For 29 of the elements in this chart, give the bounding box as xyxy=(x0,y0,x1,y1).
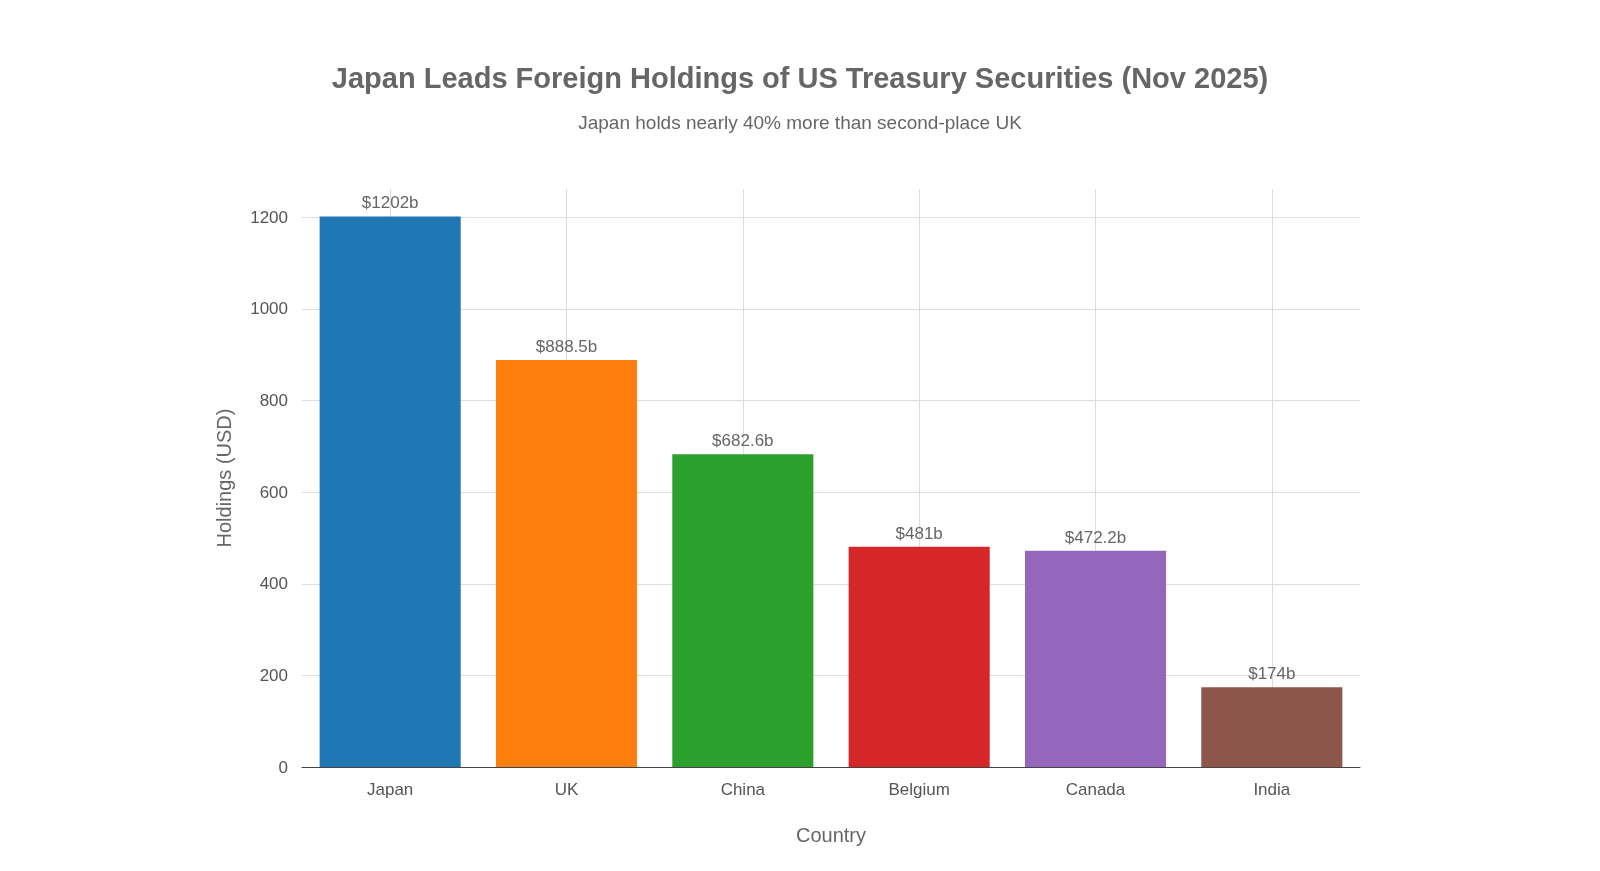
x-tick-label: India xyxy=(1253,780,1291,799)
y-tick-label: 0 xyxy=(278,757,288,777)
chart-subtitle: Japan holds nearly 40% more than second-place UK xyxy=(578,112,1023,133)
y-tick-label: 1200 xyxy=(250,207,288,227)
y-tick-label: 1000 xyxy=(250,299,288,319)
y-tick-label: 400 xyxy=(259,574,288,594)
bar xyxy=(1201,687,1343,767)
bar xyxy=(319,216,461,767)
chart-title: Japan Leads Foreign Holdings of US Treasury Securities (Nov 2025) xyxy=(331,61,1269,94)
data-label: $481b xyxy=(895,523,943,543)
x-tick-label: Japan xyxy=(367,780,414,799)
bar xyxy=(848,546,990,767)
bar xyxy=(495,360,638,767)
y-tick-label: 800 xyxy=(259,391,288,411)
x-tick-label: Belgium xyxy=(888,780,950,799)
bar xyxy=(1024,550,1167,767)
y-tick-label: 200 xyxy=(259,665,288,685)
x-tick-label: China xyxy=(720,780,766,799)
bar xyxy=(672,454,814,767)
data-label: $472.2b xyxy=(1064,527,1127,547)
data-label: $682.6b xyxy=(712,431,774,451)
data-label: $1202b xyxy=(361,193,419,213)
y-axis-title: Holdings (USD) xyxy=(213,408,235,548)
x-axis-title: Country xyxy=(795,824,867,846)
data-label: $888.5b xyxy=(535,337,598,357)
x-tick-label: Canada xyxy=(1065,780,1126,799)
x-tick-label: UK xyxy=(554,780,579,799)
data-label: $174b xyxy=(1248,664,1296,684)
y-tick-label: 600 xyxy=(259,482,288,502)
